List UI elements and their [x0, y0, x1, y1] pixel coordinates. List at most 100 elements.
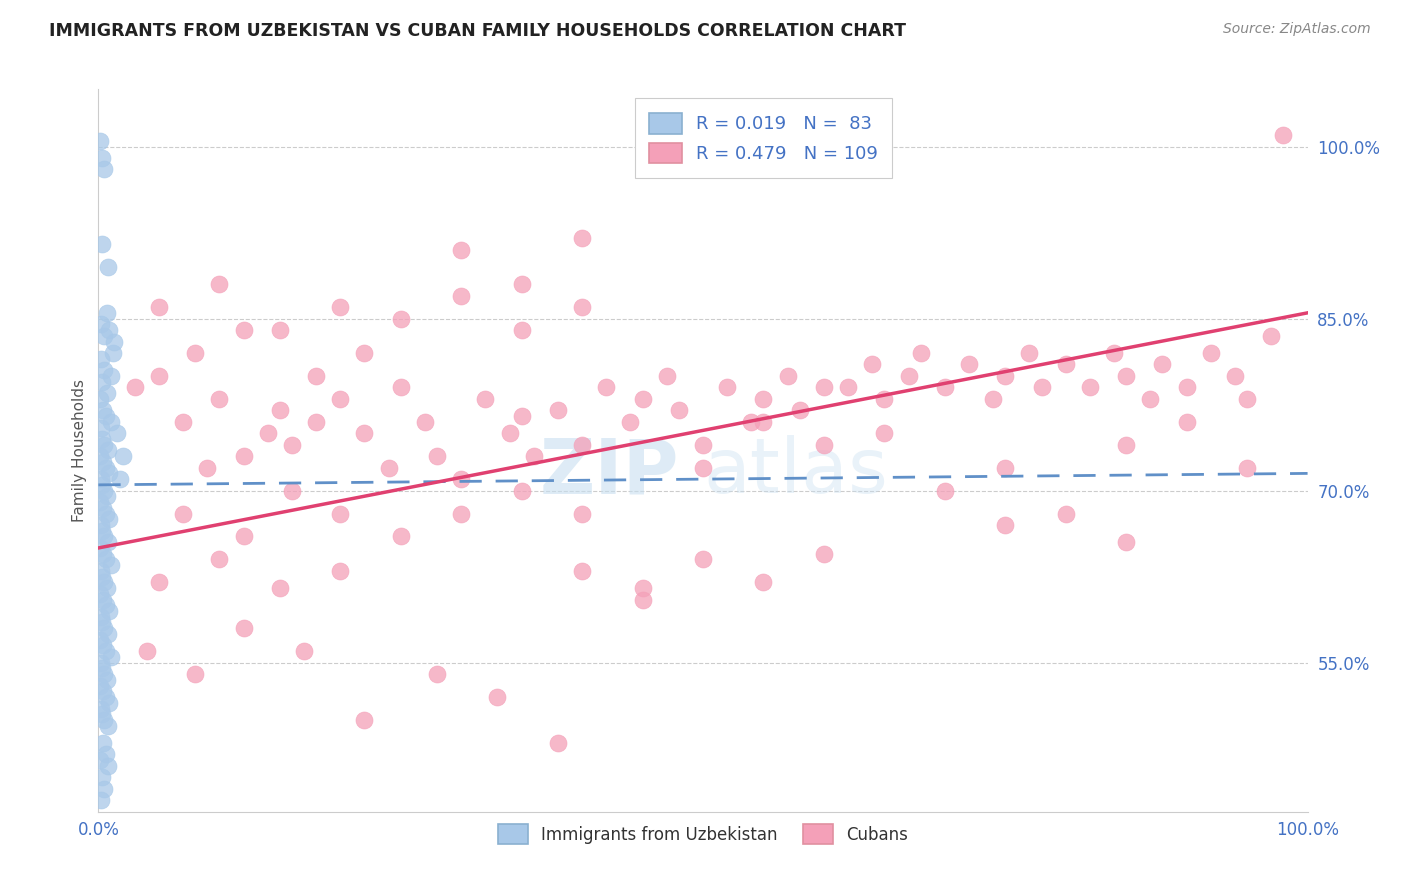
Point [813, 438, 835, 452]
Point [631, 581, 654, 595]
Point [90, 564, 112, 578]
Point [97, 535, 120, 549]
Point [93, 483, 115, 498]
Point [269, 581, 291, 595]
Point [89, 679, 111, 693]
Point [692, 552, 714, 566]
Point [91, 707, 114, 722]
Point [1272, 128, 1295, 142]
Point [148, 368, 170, 383]
Point [1223, 368, 1246, 383]
Point [111, 449, 134, 463]
Point [547, 403, 569, 417]
Point [571, 300, 593, 314]
Point [1260, 328, 1282, 343]
Point [450, 507, 472, 521]
Point [93, 438, 115, 452]
Text: atlas: atlas [703, 435, 887, 509]
Point [1175, 380, 1198, 394]
Point [90, 609, 112, 624]
Text: Source: ZipAtlas.com: Source: ZipAtlas.com [1223, 22, 1371, 37]
Point [776, 368, 799, 383]
Point [97, 719, 120, 733]
Point [329, 564, 352, 578]
Text: ZIP: ZIP [540, 435, 679, 509]
Point [94, 599, 117, 613]
Point [957, 358, 980, 372]
Point [96, 386, 118, 401]
Point [91, 432, 114, 446]
Point [692, 460, 714, 475]
Point [91, 500, 114, 515]
Point [752, 415, 775, 429]
Point [232, 621, 254, 635]
Point [93, 162, 115, 177]
Point [103, 334, 125, 349]
Point [1115, 438, 1137, 452]
Point [96, 581, 118, 595]
Point [97, 759, 120, 773]
Point [1115, 535, 1137, 549]
Point [1078, 380, 1101, 394]
Point [195, 460, 218, 475]
Point [1152, 358, 1174, 372]
Point [377, 460, 399, 475]
Point [994, 368, 1017, 383]
Point [631, 392, 654, 406]
Point [91, 151, 114, 165]
Point [232, 323, 254, 337]
Point [184, 667, 207, 681]
Point [281, 438, 304, 452]
Point [89, 495, 111, 509]
Point [90, 793, 112, 807]
Point [135, 644, 157, 658]
Point [90, 472, 112, 486]
Point [910, 346, 932, 360]
Point [148, 575, 170, 590]
Point [873, 426, 896, 441]
Point [91, 403, 114, 417]
Point [90, 351, 112, 366]
Point [94, 460, 117, 475]
Point [91, 592, 114, 607]
Point [93, 781, 115, 796]
Point [486, 690, 509, 704]
Point [232, 449, 254, 463]
Point [98, 512, 121, 526]
Legend: R = 0.019   N =  83, R = 0.479   N = 109: R = 0.019 N = 83, R = 0.479 N = 109 [634, 98, 893, 178]
Point [450, 472, 472, 486]
Point [94, 644, 117, 658]
Point [716, 380, 738, 394]
Point [498, 426, 520, 441]
Point [281, 483, 304, 498]
Point [571, 438, 593, 452]
Point [934, 380, 956, 394]
Point [90, 420, 112, 434]
Point [98, 604, 121, 618]
Point [94, 552, 117, 566]
Point [269, 403, 291, 417]
Point [97, 443, 120, 458]
Point [1115, 368, 1137, 383]
Point [789, 403, 811, 417]
Point [91, 661, 114, 675]
Point [413, 415, 436, 429]
Point [389, 529, 412, 543]
Point [98, 467, 121, 481]
Point [292, 644, 315, 658]
Point [91, 615, 114, 630]
Point [256, 426, 278, 441]
Point [426, 667, 449, 681]
Point [813, 380, 835, 394]
Point [100, 415, 122, 429]
Point [97, 260, 120, 274]
Point [981, 392, 1004, 406]
Point [98, 323, 121, 337]
Point [91, 478, 114, 492]
Point [93, 529, 115, 543]
Point [184, 346, 207, 360]
Point [994, 460, 1017, 475]
Point [100, 649, 122, 664]
Point [94, 690, 117, 704]
Point [740, 415, 762, 429]
